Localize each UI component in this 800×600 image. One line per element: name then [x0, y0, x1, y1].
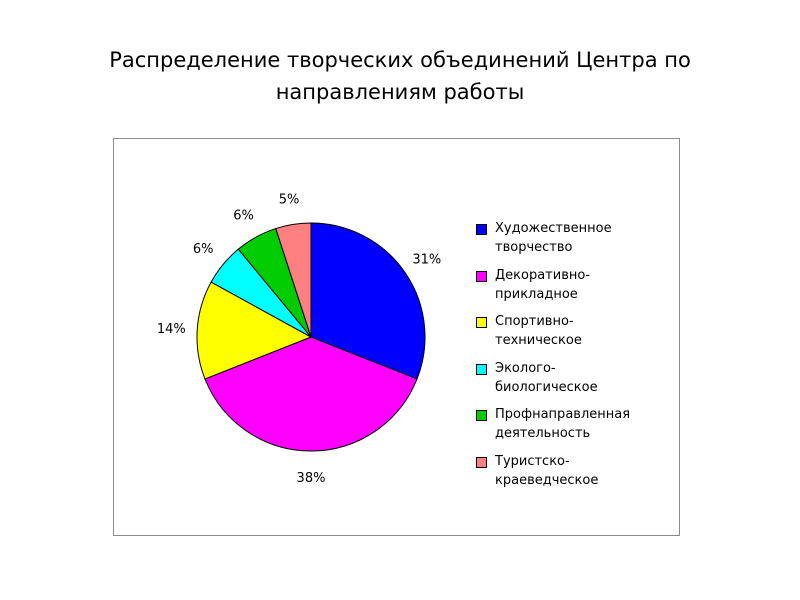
legend-swatch [476, 410, 487, 421]
legend-item: Эколого- биологическое [476, 359, 676, 406]
legend-item: Профнаправленная деятельность [476, 405, 676, 452]
pie-chart: 31% 38% 14% 6% 6% 5% [157, 193, 441, 486]
pie-slice [196, 281, 313, 380]
pie-slice [310, 222, 426, 380]
legend-label: Профнаправленная деятельность [495, 407, 631, 441]
slice-percent-label: 31% [412, 252, 441, 267]
legend-label: Туристско- краеведческое [495, 453, 599, 488]
slice-percent-label: 6% [233, 208, 254, 223]
legend-label: Спортивно- техническое [495, 314, 582, 348]
slice-percent-label: 5% [279, 193, 300, 208]
pie-slice [275, 222, 312, 338]
legend-label: Эколого- биологическое [495, 360, 598, 395]
legend-swatch [476, 363, 487, 375]
legend-item: Декоративно- прикладное [476, 266, 676, 313]
legend-item: Художественное творчество [476, 219, 676, 266]
slice-percent-label: 14% [157, 322, 186, 337]
legend-swatch [476, 224, 487, 235]
pie-slice [204, 336, 418, 452]
chart-legend: Художественное творчество Декоративно- пр… [476, 219, 676, 498]
chart-area: 31% 38% 14% 6% 6% 5% Художественное творчеств… [113, 138, 680, 536]
slice-percent-label: 38% [297, 471, 326, 486]
legend-item: Спортивно- техническое [476, 312, 676, 359]
legend-item: Туристско- краеведческое [476, 452, 676, 499]
slice-percent-label: 6% [193, 242, 214, 257]
chart-title: Распределение творческих объединений Цен… [109, 48, 691, 104]
legend-label: Художественное творчество [495, 221, 612, 255]
legend-swatch [476, 270, 487, 282]
legend-label: Декоративно- прикладное [495, 267, 591, 302]
legend-swatch [476, 456, 487, 468]
legend-swatch [476, 317, 487, 328]
